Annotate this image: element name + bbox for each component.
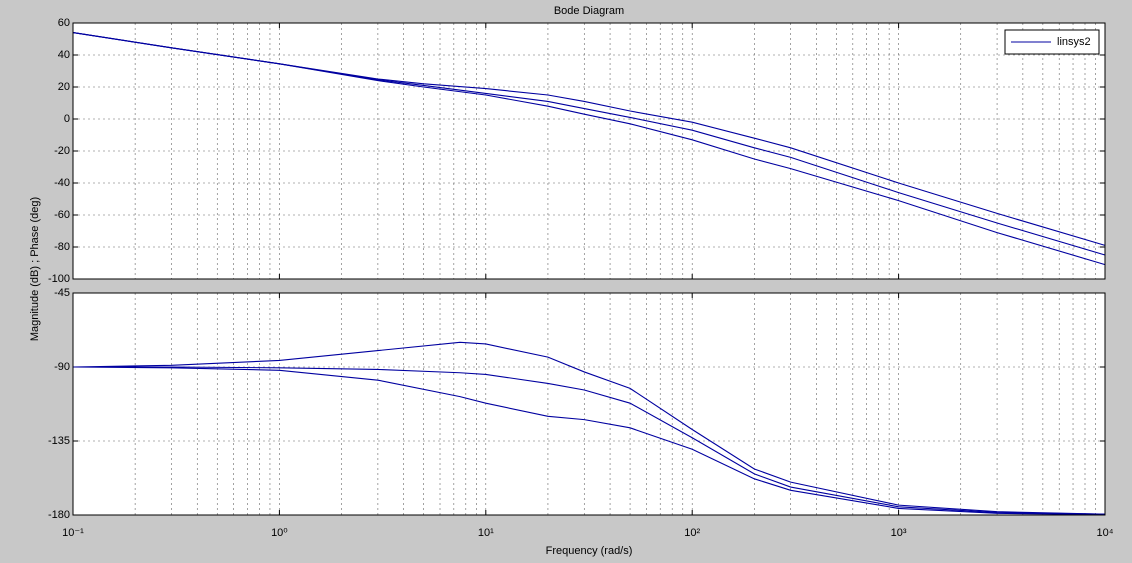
legend-label: linsys2: [1057, 36, 1091, 48]
y-tick-label: -20: [54, 145, 70, 157]
y-tick-label: -80: [54, 241, 70, 253]
x-tick-label: 10²: [684, 527, 700, 539]
data-line: [72, 32, 1106, 266]
x-tick-label: 10⁻¹: [62, 527, 84, 539]
y-tick-label: -90: [54, 361, 70, 373]
plot-area: [73, 293, 1105, 515]
x-tick-label: 10⁰: [271, 527, 288, 539]
y-tick-label: -180: [48, 509, 70, 521]
y-tick-label: -60: [54, 209, 70, 221]
x-tick-label: 10⁴: [1097, 527, 1114, 539]
y-tick-label: -135: [48, 435, 70, 447]
x-axis-label: Frequency (rad/s): [546, 545, 633, 557]
y-tick-label: -100: [48, 273, 70, 285]
data-line: [73, 366, 1106, 515]
plot-frame: [72, 22, 1106, 280]
y-tick-label: 60: [58, 17, 70, 29]
y-tick-label: -45: [54, 287, 70, 299]
y-tick-label: 40: [58, 49, 70, 61]
y-axis-label: Magnitude (dB) ; Phase (deg): [29, 197, 41, 341]
plot-frame: [72, 292, 1106, 516]
x-tick-label: 10³: [891, 527, 907, 539]
data-line: [72, 341, 1106, 515]
chart-title: Bode Diagram: [554, 5, 624, 17]
y-tick-label: 20: [58, 81, 70, 93]
data-line: [72, 366, 1106, 516]
y-tick-label: 0: [64, 113, 70, 125]
y-tick-label: -40: [54, 177, 70, 189]
x-tick-label: 10¹: [478, 527, 494, 539]
